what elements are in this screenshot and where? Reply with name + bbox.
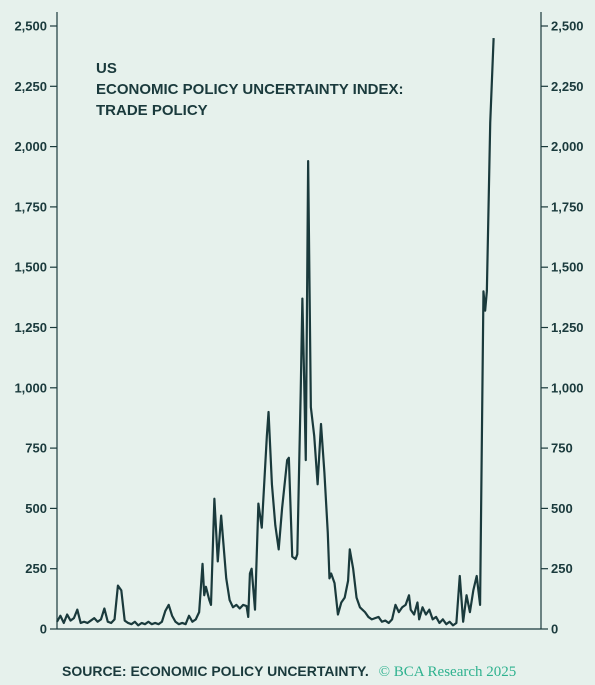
chart-title-line: US: [96, 60, 117, 77]
y-tick-label-right: 750: [551, 441, 573, 456]
y-tick-label-left: 1,750: [14, 199, 47, 214]
y-tick-label-right: 0: [551, 622, 558, 637]
left-y-axis: 0 250 500 750 1,000 1,250 1,500 1,750 2,000 2,250…: [14, 19, 57, 637]
y-tick-label-left: 1,250: [14, 320, 47, 335]
footer: SOURCE: ECONOMIC POLICY UNCERTAINTY. © B…: [62, 663, 516, 681]
y-tick-label-left: 2,500: [14, 19, 47, 34]
right-y-axis: 0 250 500 750 1,000 1,250 1,500 1,750 2,000 2,250…: [541, 19, 584, 637]
chart-title-line: TRADE POLICY: [96, 102, 208, 119]
y-tick-label-left: 1,000: [14, 380, 47, 395]
chart-title: US ECONOMIC POLICY UNCERTAINTY INDEX: TR…: [96, 60, 404, 119]
y-tick-label-left: 0: [40, 622, 47, 637]
series-layer: [56, 38, 495, 627]
y-tick-label-left: 1,500: [14, 260, 47, 275]
y-tick-label-left: 2,000: [14, 139, 47, 154]
y-tick-label-right: 1,250: [551, 320, 584, 335]
chart-title-line: ECONOMIC POLICY UNCERTAINTY INDEX:: [96, 81, 404, 98]
y-tick-label-right: 500: [551, 501, 573, 516]
plot-area: [57, 12, 541, 629]
y-tick-label-left: 500: [25, 501, 47, 516]
y-tick-label-right: 250: [551, 561, 573, 576]
series-line: [56, 38, 495, 627]
y-tick-label-right: 2,500: [551, 19, 584, 34]
y-tick-label-right: 1,500: [551, 260, 584, 275]
y-tick-label-left: 750: [25, 441, 47, 456]
y-tick-label-right: 2,250: [551, 79, 584, 94]
y-tick-label-right: 1,750: [551, 199, 584, 214]
y-tick-label-left: 2,250: [14, 79, 47, 94]
brand-credit: © BCA Research 2025: [378, 664, 517, 680]
y-tick-label-right: 1,000: [551, 380, 584, 395]
y-tick-label-right: 2,000: [551, 139, 584, 154]
y-tick-label-left: 250: [25, 561, 47, 576]
source-note: SOURCE: ECONOMIC POLICY UNCERTAINTY.: [62, 663, 369, 679]
